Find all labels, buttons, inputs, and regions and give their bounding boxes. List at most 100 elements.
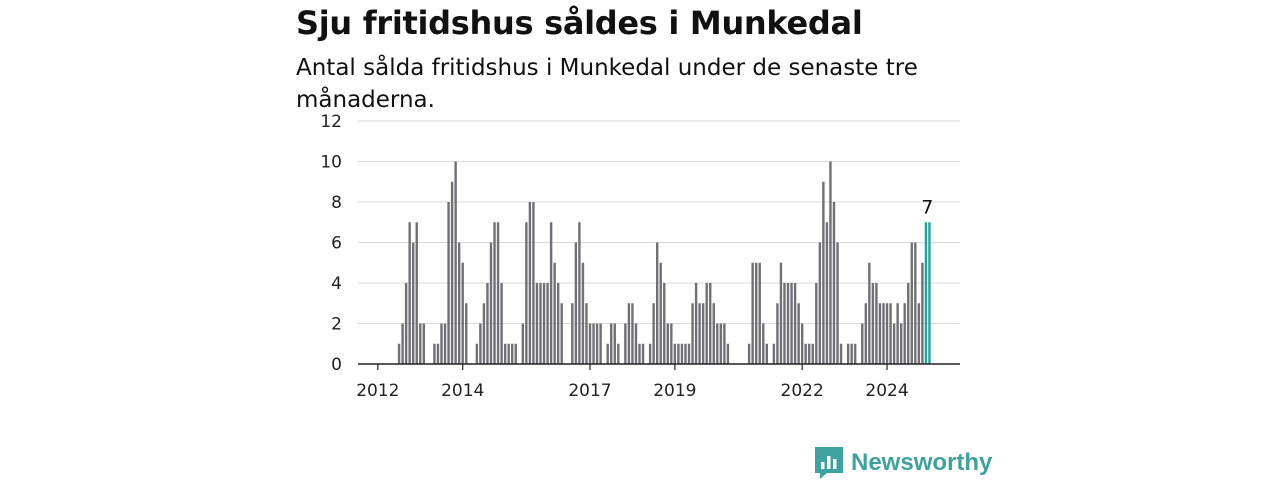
bar xyxy=(868,262,871,364)
bar xyxy=(751,262,754,364)
bar xyxy=(408,222,411,364)
bar xyxy=(475,343,479,364)
bar-highlight xyxy=(924,222,928,364)
bar xyxy=(889,303,892,364)
bar-chart-icon xyxy=(815,447,843,479)
bar xyxy=(864,303,868,364)
bar xyxy=(670,323,673,364)
bar xyxy=(907,283,910,364)
bar xyxy=(779,262,783,364)
bar xyxy=(747,343,751,364)
bar xyxy=(839,343,843,364)
bar xyxy=(655,242,659,364)
bar xyxy=(457,242,461,364)
bar xyxy=(412,242,415,364)
y-tick-label: 0 xyxy=(331,355,342,375)
bar xyxy=(687,343,691,364)
bar xyxy=(415,222,418,364)
x-axis-ticks: 2012 2014 2017 2019 2022 2024 xyxy=(356,364,909,401)
bar xyxy=(677,343,680,364)
bar xyxy=(553,262,556,364)
bar xyxy=(514,343,517,364)
brand-name: Newsworthy xyxy=(851,449,993,476)
bar xyxy=(401,323,404,364)
bar xyxy=(556,283,560,364)
bar xyxy=(443,323,447,364)
bar xyxy=(698,303,701,364)
bar xyxy=(896,303,899,364)
bar xyxy=(786,283,790,364)
bar xyxy=(709,283,712,364)
bar xyxy=(422,323,426,364)
bar xyxy=(528,202,532,364)
bar xyxy=(461,262,464,364)
bar xyxy=(818,242,822,364)
bar xyxy=(758,262,761,364)
bar xyxy=(588,323,592,364)
bar xyxy=(433,343,436,364)
bar xyxy=(440,323,443,364)
bar xyxy=(641,343,645,364)
bar xyxy=(503,343,507,364)
bar xyxy=(871,283,875,364)
y-tick-label: 12 xyxy=(320,112,342,132)
bar xyxy=(914,242,917,364)
bar xyxy=(850,343,853,364)
x-tick-label: 2012 xyxy=(356,381,399,401)
bar xyxy=(832,202,836,364)
bar xyxy=(815,283,818,364)
newsworthy-logo: Newsworthy xyxy=(815,446,992,480)
x-tick-label: 2024 xyxy=(865,381,908,401)
bar xyxy=(489,242,493,364)
bar xyxy=(525,222,528,364)
bar xyxy=(762,323,765,364)
bar xyxy=(804,343,807,364)
bar xyxy=(666,323,669,364)
bar xyxy=(808,343,811,364)
bar xyxy=(882,303,885,364)
bar xyxy=(465,303,468,364)
bar xyxy=(617,343,620,364)
bar xyxy=(595,323,599,364)
bar xyxy=(482,303,486,364)
bar xyxy=(634,323,638,364)
bar xyxy=(716,323,719,364)
bar xyxy=(783,283,786,364)
bar-highlight xyxy=(928,222,931,364)
bar xyxy=(659,262,662,364)
bar xyxy=(811,343,814,364)
bar xyxy=(648,343,652,364)
bar xyxy=(836,242,839,364)
bar xyxy=(450,181,454,364)
bar xyxy=(691,303,694,364)
bar xyxy=(846,343,850,364)
bar xyxy=(663,283,666,364)
bar xyxy=(496,222,500,364)
bar xyxy=(624,323,627,364)
bar xyxy=(610,323,613,364)
bar xyxy=(493,222,496,364)
bar xyxy=(486,283,489,364)
bar xyxy=(571,303,574,364)
highlight-value-label: 7 xyxy=(921,196,933,218)
bar xyxy=(825,222,829,364)
x-tick-label: 2017 xyxy=(568,381,611,401)
bar xyxy=(765,343,769,364)
bar xyxy=(511,343,514,364)
bar xyxy=(917,303,921,364)
bar xyxy=(776,303,779,364)
bar xyxy=(726,343,730,364)
bar xyxy=(581,262,585,364)
bar xyxy=(701,303,705,364)
bar xyxy=(673,343,677,364)
bar xyxy=(454,161,457,364)
bar xyxy=(712,303,715,364)
y-axis-ticks: 0 2 4 6 8 10 12 xyxy=(320,112,342,375)
bar xyxy=(899,323,903,364)
bar xyxy=(800,323,804,364)
y-tick-label: 6 xyxy=(331,234,342,254)
bar xyxy=(419,323,422,364)
bar xyxy=(613,323,616,364)
bar xyxy=(829,161,832,364)
